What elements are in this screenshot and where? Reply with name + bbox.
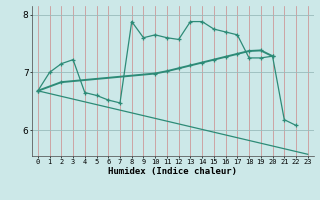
X-axis label: Humidex (Indice chaleur): Humidex (Indice chaleur): [108, 167, 237, 176]
